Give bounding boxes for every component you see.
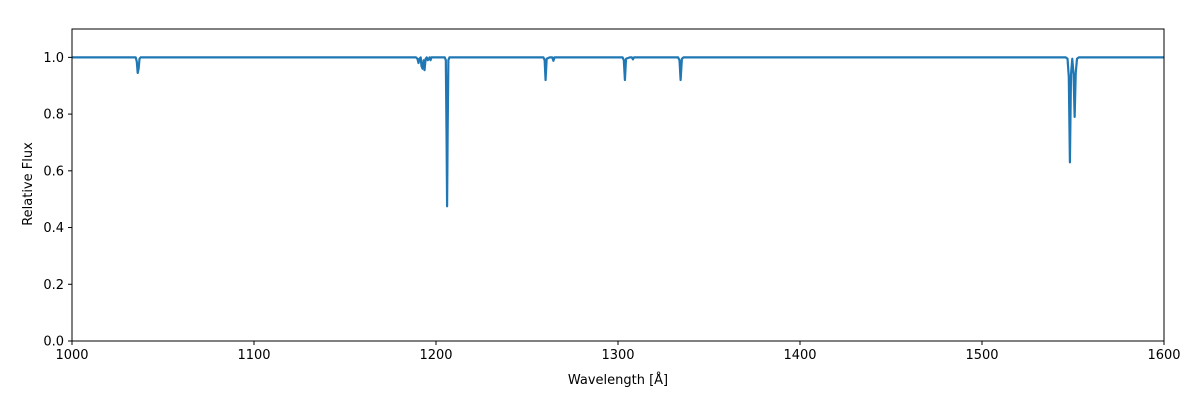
x-tick-label-5: 1500 [965,348,998,363]
y-tick-label-5: 1.0 [43,51,64,66]
y-tick-label-0: 0.0 [43,335,64,350]
y-tick-label-4: 0.8 [43,108,64,123]
y-axis: 0.0 0.2 0.4 0.6 0.8 1.0 [43,51,72,350]
x-tick-label-2: 1200 [419,348,452,363]
series-line-0 [72,56,1164,208]
axes-frame [71,28,1165,342]
x-tick-label-3: 1300 [601,348,634,363]
y-axis-label: Relative Flux [21,142,36,226]
x-axis: 1000 1100 1200 1300 1400 1500 1600 [55,341,1181,363]
y-tick-label-3: 0.6 [43,164,64,179]
x-tick-label-6: 1600 [1147,348,1180,363]
x-tick-label-1: 1100 [237,348,270,363]
y-tick-label-2: 0.4 [43,221,64,236]
plot-area [71,28,1165,342]
x-tick-label-0: 1000 [55,348,88,363]
y-tick-label-1: 0.2 [43,278,64,293]
x-tick-label-4: 1400 [783,348,816,363]
x-axis-label: Wavelength [Å] [568,372,668,388]
